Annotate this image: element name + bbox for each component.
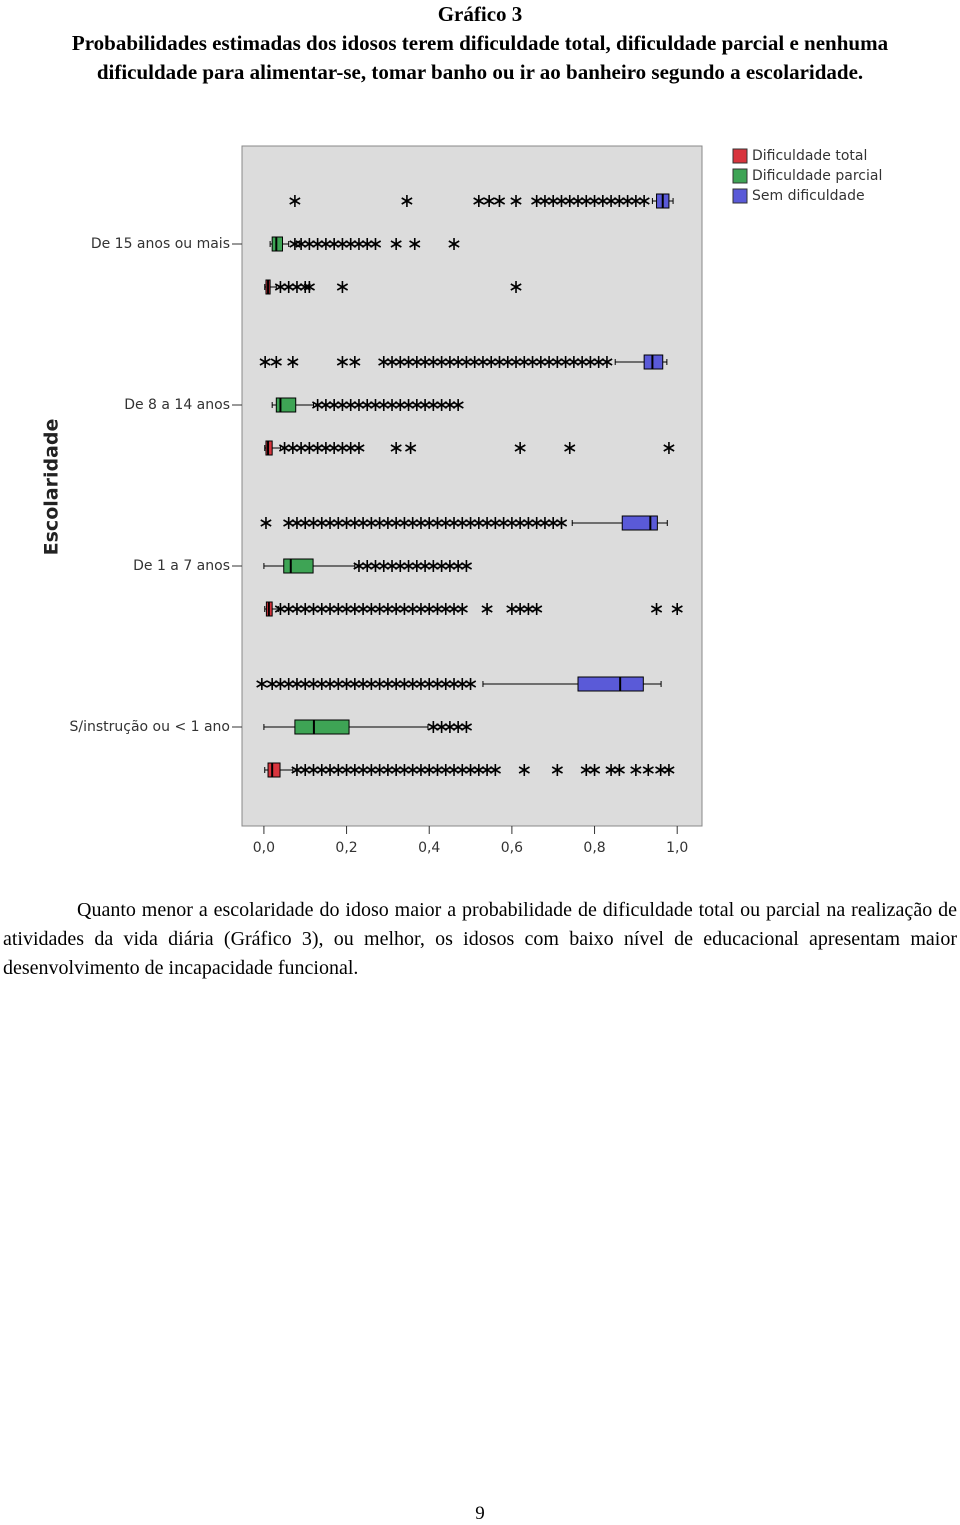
outlier: [588, 764, 601, 776]
y-tick-label: De 15 anos ou mais: [91, 236, 230, 252]
y-axis-label: Escolaridade: [41, 419, 63, 556]
legend-swatch: [732, 148, 748, 164]
outlier: [514, 442, 526, 454]
outlier: [493, 195, 506, 207]
legend-label: Dificuldade parcial: [752, 168, 882, 184]
outlier: [409, 238, 421, 250]
outlier: [630, 764, 642, 776]
outlier: [259, 356, 271, 368]
chart: Escolaridade 0,0 0,2 0,4 0,6 0,8 1,0 De 15 ano…: [41, 145, 882, 856]
y-tick-label: S/instrução ou < 1 ano: [69, 719, 230, 735]
box: [271, 236, 284, 252]
outlier: [650, 603, 663, 615]
x-tick-label: 0,2: [335, 840, 357, 856]
outlier: [510, 195, 522, 207]
outlier: [287, 356, 299, 368]
outlier: [270, 356, 282, 368]
box: [643, 354, 664, 370]
x-tick-label: 0,8: [583, 840, 605, 856]
outlier: [464, 678, 477, 690]
paragraph: Quanto menor a escolaridade do idoso mai…: [3, 899, 957, 979]
figure-caption: Probabilidades estimadas dos idosos tere…: [71, 31, 889, 84]
outlier: [353, 442, 365, 454]
outlier: [481, 603, 493, 615]
box: [267, 762, 281, 778]
outlier: [663, 764, 675, 776]
x-tick-label: 0,4: [418, 840, 440, 856]
plot-area: [241, 145, 703, 827]
outlier: [401, 195, 413, 207]
outlier: [601, 356, 613, 368]
outlier: [289, 195, 301, 207]
y-tick-label: De 8 a 14 anos: [124, 397, 230, 413]
outlier: [456, 603, 468, 615]
legend-swatch: [732, 168, 748, 184]
legend-label: Sem dificuldade: [752, 188, 865, 204]
outlier: [390, 442, 402, 454]
outlier: [564, 442, 576, 454]
outlier: [531, 603, 543, 615]
box: [265, 440, 273, 456]
outlier: [555, 517, 568, 529]
outlier: [260, 517, 272, 529]
outlier: [551, 764, 563, 776]
page-number: 9: [475, 1503, 485, 1524]
box: [275, 397, 297, 413]
outlier: [349, 356, 361, 368]
x-tick-label: 0,6: [501, 840, 523, 856]
outlier: [510, 281, 522, 293]
outlier: [473, 195, 485, 207]
outlier: [460, 560, 473, 572]
outlier: [663, 442, 675, 454]
outlier: [390, 238, 402, 250]
outlier: [336, 281, 349, 293]
outlier: [452, 399, 464, 411]
outlier: [671, 603, 683, 615]
outlier: [638, 195, 650, 207]
figure-label: Gráfico 3: [437, 2, 523, 26]
outlier: [518, 764, 530, 776]
box: [283, 558, 314, 574]
outlier: [336, 356, 349, 368]
x-tick-label: 0,0: [253, 840, 275, 856]
box: [294, 719, 350, 735]
outlier: [405, 442, 417, 454]
outlier: [448, 238, 460, 250]
legend-swatch: [732, 188, 748, 204]
outlier: [489, 764, 501, 776]
legend-label: Dificuldade total: [752, 148, 867, 164]
box: [577, 676, 644, 692]
outlier: [613, 764, 625, 776]
outlier: [369, 238, 382, 250]
outlier: [460, 721, 473, 733]
y-tick-label: De 1 a 7 anos: [133, 558, 230, 574]
outlier: [642, 764, 654, 776]
x-tick-label: 1,0: [666, 840, 688, 856]
outlier: [483, 195, 495, 207]
outlier: [256, 678, 268, 690]
box: [621, 515, 658, 531]
outlier: [303, 281, 315, 293]
